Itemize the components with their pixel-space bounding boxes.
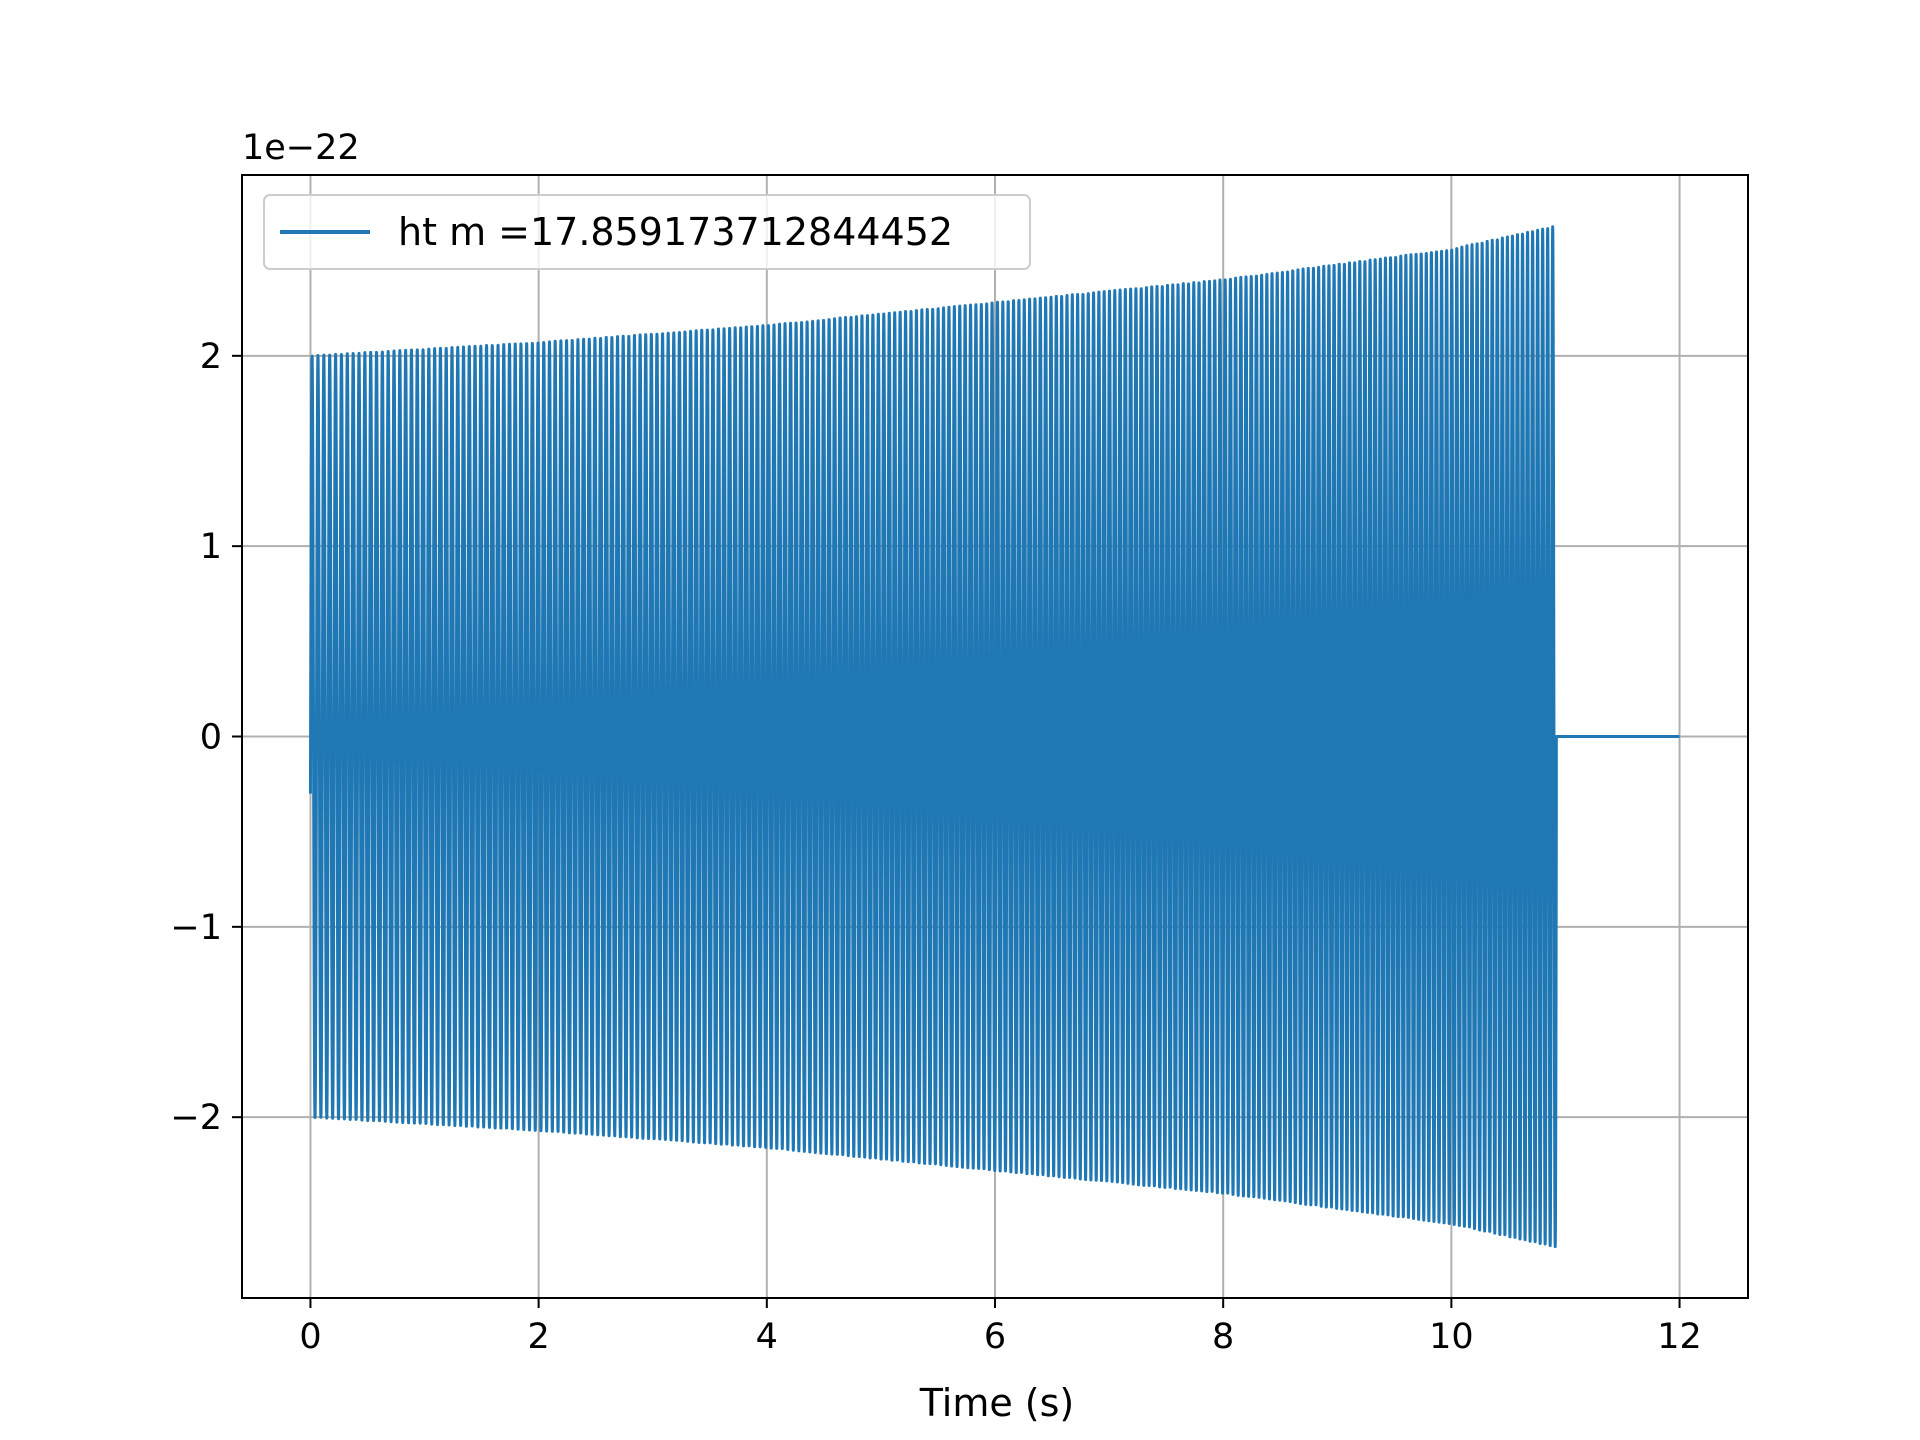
y-tick-label: −1 — [170, 908, 222, 948]
series-line — [308, 225, 1680, 1249]
legend-label: ht m =17.859173712844452 — [398, 210, 953, 254]
legend-box — [263, 194, 1031, 270]
y-tick-label: 1 — [200, 527, 222, 567]
legend: ht m =17.859173712844452 — [263, 194, 1031, 270]
y-tick-label: 0 — [200, 718, 222, 758]
x-tick-label: 0 — [299, 1317, 321, 1357]
y-tick-label: 2 — [200, 337, 222, 377]
y-offset-text: 1e−22 — [242, 128, 360, 168]
series-layer — [308, 225, 1680, 1249]
x-tick-label: 12 — [1657, 1317, 1702, 1357]
x-tick-label: 8 — [1212, 1317, 1234, 1357]
x-tick-label: 10 — [1429, 1317, 1474, 1357]
y-tick-label: −2 — [170, 1098, 222, 1138]
x-tick-label: 6 — [984, 1317, 1006, 1357]
x-axis: 0 2 4 6 8 10 12 — [299, 1298, 1702, 1357]
x-axis-label: Time (s) — [919, 1381, 1075, 1425]
y-axis: −2 −1 0 1 2 — [170, 337, 242, 1138]
x-tick-label: 4 — [756, 1317, 778, 1357]
x-tick-label: 2 — [527, 1317, 549, 1357]
